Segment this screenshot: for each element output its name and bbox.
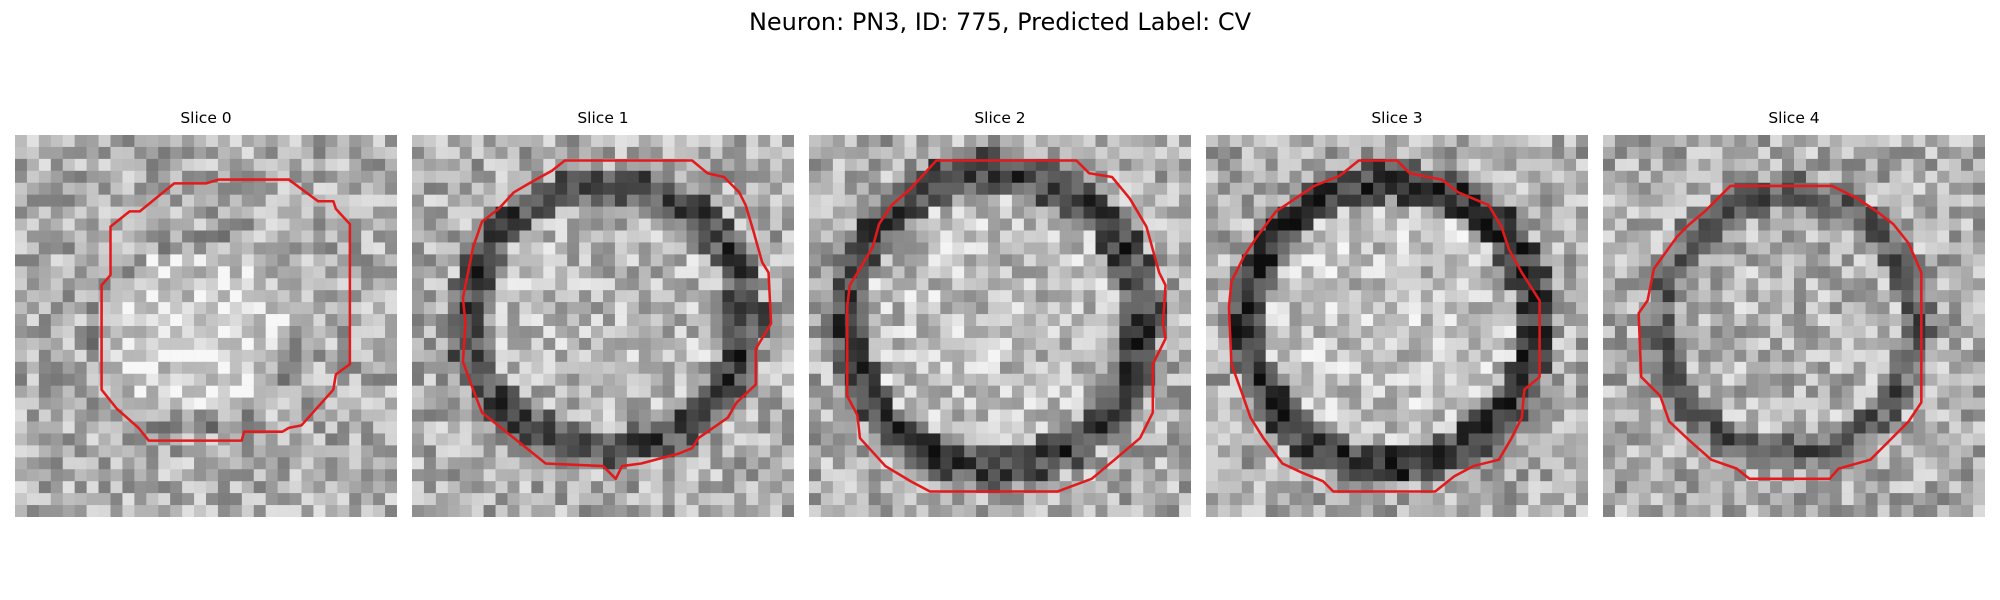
slice-image — [1603, 135, 1985, 517]
segmentation-outline — [1637, 184, 1923, 481]
slice-title: Slice 0 — [180, 109, 232, 127]
slice-image-panel — [1603, 135, 1985, 517]
slice-image-panel — [1206, 135, 1588, 517]
pixel-grid — [1603, 135, 1985, 517]
slice-image — [1206, 135, 1588, 517]
slice-title: Slice 4 — [1768, 109, 1820, 127]
figure-title: Neuron: PN3, ID: 775, Predicted Label: C… — [748, 8, 1252, 36]
pixel-grid — [1206, 135, 1588, 517]
pixel-grid — [412, 135, 794, 517]
pixel-grid — [15, 135, 397, 517]
segmentation-outline — [461, 159, 773, 481]
slice-image — [809, 135, 1191, 517]
segmentation-outline — [100, 178, 352, 442]
slice-image — [15, 135, 397, 517]
segmentation-outline — [845, 159, 1167, 493]
slice-image-panel — [809, 135, 1191, 517]
slice-image-panel — [15, 135, 397, 517]
slice-image-panel — [412, 135, 794, 517]
slice-title: Slice 3 — [1371, 109, 1423, 127]
slice-image — [412, 135, 794, 517]
pixel-grid — [809, 135, 1191, 517]
segmentation-outline — [1227, 159, 1541, 493]
slice-title: Slice 2 — [974, 109, 1026, 127]
slice-title: Slice 1 — [577, 109, 629, 127]
